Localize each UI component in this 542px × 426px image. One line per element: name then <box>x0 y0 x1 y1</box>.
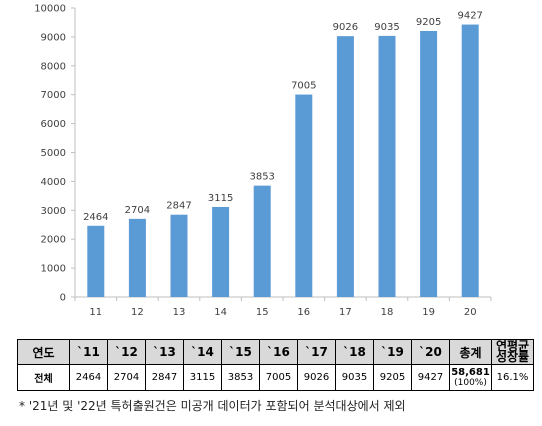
bar <box>170 214 188 297</box>
x-tick-label: 18 <box>381 307 394 318</box>
header-year: `20 <box>411 339 450 365</box>
x-tick-label: 17 <box>339 307 352 318</box>
bar <box>128 218 146 297</box>
x-axis: 11 12 13 14 15 16 17 18 19 20 <box>74 296 492 318</box>
bar-value-label: 3115 <box>208 193 233 204</box>
y-tick-label: 0 <box>60 293 66 304</box>
x-tick-label: 19 <box>422 307 435 318</box>
table-cell: 9205 <box>373 364 412 391</box>
bar-chart: 0 1000 2000 3000 4000 5000 6000 7000 8000 9000 100… <box>34 4 492 318</box>
x-tick-label: 20 <box>464 307 477 318</box>
table-cell: 2704 <box>107 364 146 391</box>
header-year: `13 <box>145 339 184 365</box>
y-tick-label: 8000 <box>41 61 66 72</box>
bar <box>295 94 313 297</box>
header-year: `11 <box>69 339 108 365</box>
table-cell: 3853 <box>221 364 260 391</box>
y-tick-label: 3000 <box>41 206 66 217</box>
table-row: 전체 2464 2704 2847 3115 3853 7005 9026 90… <box>17 364 534 391</box>
header-year: `14 <box>183 339 222 365</box>
bar-value-label: 9026 <box>333 22 358 33</box>
bar <box>212 206 230 297</box>
bar <box>336 36 354 298</box>
table-cell: 9035 <box>335 364 374 391</box>
bar <box>420 30 438 298</box>
y-tick-label: 1000 <box>41 264 66 275</box>
bar <box>461 24 479 298</box>
total-value: 58,681 <box>451 367 490 378</box>
bar-value-label: 2704 <box>125 205 150 216</box>
header-year: `19 <box>373 339 412 365</box>
table-cell: 7005 <box>259 364 298 391</box>
x-tick-label: 12 <box>131 307 144 318</box>
y-tick-label: 10000 <box>34 4 66 15</box>
y-tick-label: 2000 <box>41 235 66 246</box>
bar-value-label: 9035 <box>374 22 399 33</box>
bar-value-label: 2464 <box>83 212 108 223</box>
table-cell: 9427 <box>411 364 450 391</box>
table-cell: 9026 <box>297 364 336 391</box>
bar-value-label: 7005 <box>291 81 316 92</box>
header-year: `12 <box>107 339 146 365</box>
table-cell: 3115 <box>183 364 222 391</box>
footnote: * '21년 및 '22년 특허출원건은 미공개 데이터가 포함되어 분석대상에… <box>19 399 406 413</box>
table-cell: 2847 <box>145 364 184 391</box>
table-cell: 2464 <box>69 364 108 391</box>
bar <box>87 225 105 297</box>
header-cagr: 연평균 성장률 <box>491 339 534 365</box>
total-percent: (100%) <box>454 378 487 388</box>
row-label: 전체 <box>17 364 70 391</box>
x-tick-label: 11 <box>89 307 102 318</box>
y-tick-label: 9000 <box>41 32 66 43</box>
total-cell: 58,681 (100%) <box>449 364 492 391</box>
y-tick-label: 6000 <box>41 119 66 130</box>
header-year: `17 <box>297 339 336 365</box>
header-total: 총계 <box>449 339 492 365</box>
x-tick-label: 16 <box>297 307 310 318</box>
bar <box>378 35 396 298</box>
bar-value-label: 2847 <box>166 201 191 212</box>
y-axis: 0 1000 2000 3000 4000 5000 6000 7000 8000 9000 100… <box>34 4 76 304</box>
x-tick-label: 15 <box>256 307 269 318</box>
summary-table: 연도 `11 `12 `13 `14 `15 `16 `17 `18 `19 `… <box>17 339 534 391</box>
y-tick-label: 4000 <box>41 177 66 188</box>
bar <box>253 185 271 297</box>
x-tick-label: 14 <box>214 307 227 318</box>
header-year: `18 <box>335 339 374 365</box>
bar-value-label: 9205 <box>416 17 441 28</box>
header-year-label: 연도 <box>17 339 70 365</box>
bar-value-label: 9427 <box>457 11 482 22</box>
header-year: `16 <box>259 339 298 365</box>
y-tick-label: 5000 <box>41 148 66 159</box>
bars <box>87 24 479 298</box>
bar-value-labels: 2464 2704 2847 3115 3853 7005 9026 9035 9205 9427 <box>83 11 483 223</box>
header-year: `15 <box>221 339 260 365</box>
x-tick-label: 13 <box>173 307 186 318</box>
bar-value-label: 3853 <box>249 172 274 183</box>
table-header-row: 연도 `11 `12 `13 `14 `15 `16 `17 `18 `19 `… <box>17 339 534 365</box>
cagr-cell: 16.1% <box>491 364 534 391</box>
y-tick-label: 7000 <box>41 90 66 101</box>
